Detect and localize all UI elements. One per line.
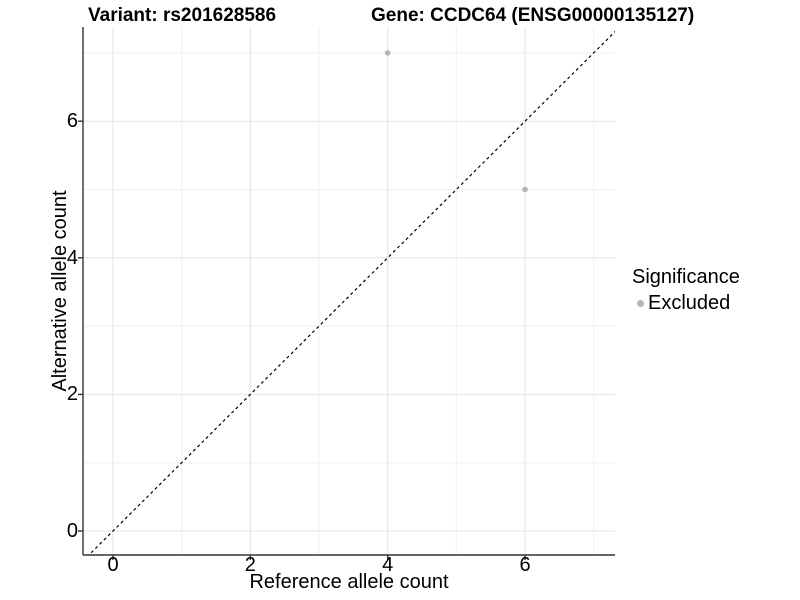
legend: Significance Excluded xyxy=(632,266,740,315)
major-gridlines xyxy=(83,27,615,555)
data-point xyxy=(522,186,528,193)
x-axis-label: Reference allele count xyxy=(249,571,449,593)
tick-marks xyxy=(78,120,526,560)
y-tick-label: 6 xyxy=(66,110,78,133)
data-point xyxy=(384,50,391,56)
x-tick-label: 0 xyxy=(107,554,119,576)
excluded-dot-icon xyxy=(637,300,644,307)
x-tick-label: 6 xyxy=(519,554,531,576)
y-tick-label: 4 xyxy=(66,246,78,269)
data-points xyxy=(384,50,528,193)
variant-title: Variant: rs201628586 xyxy=(88,5,277,26)
legend-item-label: Excluded xyxy=(648,292,731,314)
x-tick-label: 2 xyxy=(244,554,256,576)
y-tick-label: 0 xyxy=(66,520,78,542)
axis-lines xyxy=(82,27,615,556)
y-axis-label: Alternative allele count xyxy=(49,190,71,392)
x-tick-label: 4 xyxy=(382,554,394,576)
legend-title: Significance xyxy=(632,266,740,288)
legend-item-excluded: Excluded xyxy=(637,292,740,315)
minor-gridlines xyxy=(83,27,615,555)
gene-title: Gene: CCDC64 (ENSG00000135127) xyxy=(371,5,695,26)
y-tick-label: 2 xyxy=(66,383,78,406)
